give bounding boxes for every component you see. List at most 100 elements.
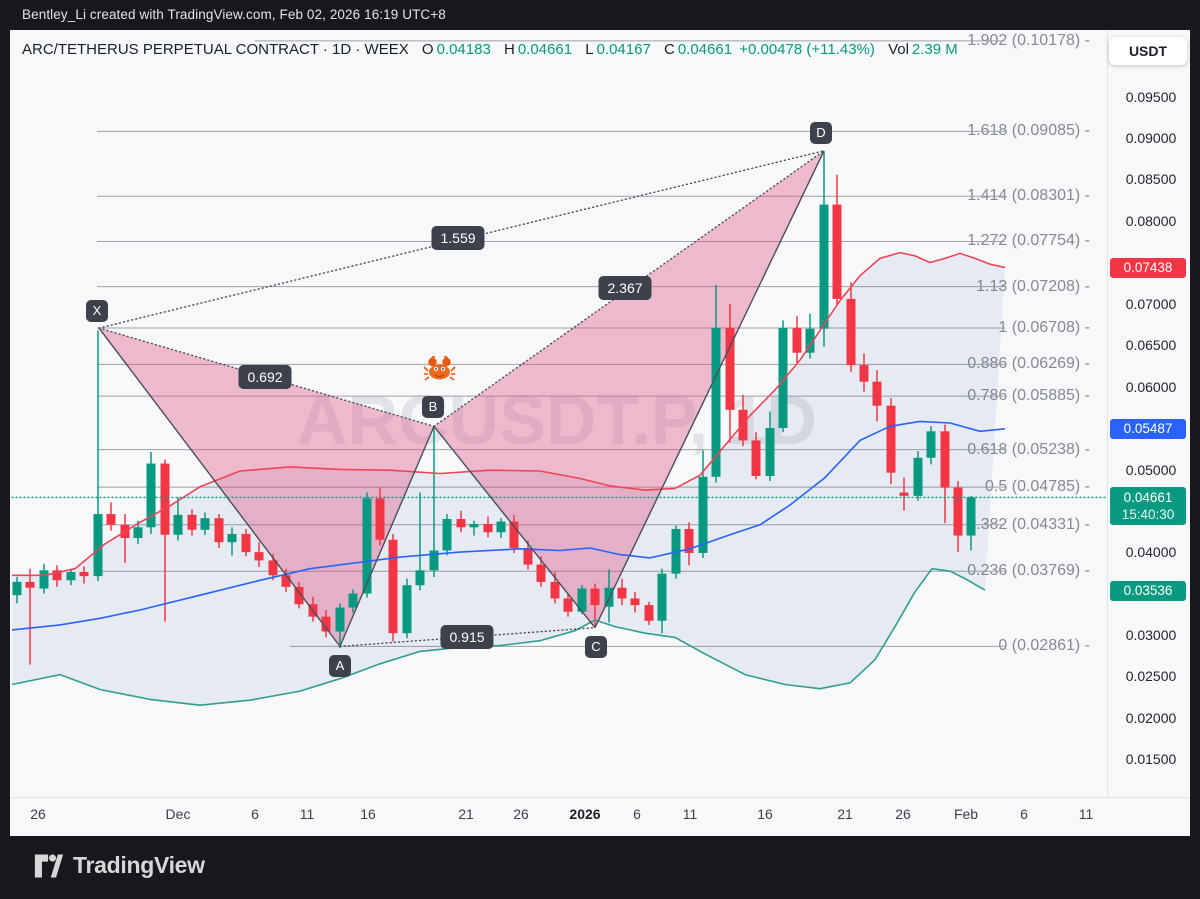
attribution-bar: Bentley_Li created with TradingView.com,… bbox=[0, 0, 1200, 30]
candle-down bbox=[321, 616, 331, 632]
candle-down bbox=[859, 365, 869, 382]
fib-level-label: 0 (0.02861) - bbox=[998, 637, 1090, 655]
candle-down bbox=[294, 586, 304, 605]
fib-level-label: 1 (0.06708) - bbox=[998, 319, 1090, 337]
candle-down bbox=[792, 327, 802, 353]
candle-down bbox=[886, 405, 896, 473]
candle-down bbox=[872, 381, 882, 406]
ohlc-close-value: 0.04661 bbox=[677, 41, 733, 58]
attribution-text: Bentley_Li created with TradingView.com,… bbox=[22, 7, 446, 22]
candle-down bbox=[751, 440, 761, 476]
candle-up bbox=[173, 514, 183, 535]
ohlc-close-label: C bbox=[663, 41, 675, 58]
candle-up bbox=[146, 463, 156, 528]
candle-down bbox=[160, 463, 170, 535]
candle-up bbox=[926, 431, 936, 458]
candle-down bbox=[846, 298, 856, 366]
chart-card: ARCUSDT.P, 1D 1.902 (0.10178) -1.618 (0.… bbox=[10, 30, 1190, 836]
candle-up bbox=[335, 607, 345, 632]
candle-down bbox=[832, 204, 842, 299]
pattern-edge-solid bbox=[594, 150, 825, 628]
pattern-edge-solid bbox=[98, 327, 341, 647]
candle-down bbox=[268, 560, 278, 576]
candle-up bbox=[12, 581, 22, 596]
candle-up bbox=[66, 571, 76, 581]
crab-emoji bbox=[423, 354, 456, 384]
symbol-title[interactable]: ARC/TETHERUS PERPETUAL CONTRACT · 1D · W… bbox=[22, 41, 409, 58]
tradingview-logo-icon bbox=[34, 854, 64, 877]
candle-up bbox=[711, 327, 721, 477]
fib-level-label: 1.272 (0.07754) - bbox=[967, 232, 1090, 250]
candle-up bbox=[429, 550, 439, 571]
currency-button[interactable]: USDT bbox=[1109, 37, 1187, 65]
candle-down bbox=[52, 570, 62, 581]
harmonic-pattern-fill bbox=[434, 150, 824, 628]
candle-down bbox=[106, 514, 116, 525]
fib-level-label: 1.414 (0.08301) - bbox=[967, 187, 1090, 205]
pattern-edge-dotted bbox=[98, 327, 435, 428]
fib-level-label: 0.382 (0.04331) - bbox=[967, 515, 1090, 533]
candle-up bbox=[133, 527, 143, 539]
harmonic-pattern-fill bbox=[99, 328, 434, 647]
ohlc-open-value: 0.04183 bbox=[436, 41, 491, 58]
candle-up bbox=[415, 570, 425, 586]
candle-down bbox=[617, 587, 627, 599]
candle-down bbox=[590, 588, 600, 606]
candle-down bbox=[953, 487, 963, 536]
change-value: +0.00478 (+11.43%) bbox=[739, 41, 875, 58]
candle-up bbox=[442, 519, 452, 551]
ma-blue-line bbox=[11, 420, 1006, 631]
volume-label: Vol bbox=[888, 41, 909, 58]
candle-down bbox=[684, 528, 694, 553]
fib-level-label: 0.236 (0.03769) - bbox=[967, 562, 1090, 580]
candle-down bbox=[214, 518, 224, 543]
fib-level-label: 0.886 (0.06269) - bbox=[967, 355, 1090, 373]
pattern-edge-solid bbox=[433, 425, 596, 629]
candle-up bbox=[200, 518, 210, 530]
candle-down bbox=[536, 564, 546, 582]
ma-red-line bbox=[12, 251, 1006, 577]
candle-up bbox=[805, 328, 815, 353]
candle-down bbox=[79, 571, 89, 577]
candle-up bbox=[348, 593, 358, 608]
volume-value: 2.39 M bbox=[911, 41, 958, 58]
candle-up bbox=[496, 521, 506, 533]
candle-down bbox=[509, 521, 519, 548]
symbol-header: ARC/TETHERUS PERPETUAL CONTRACT · 1D · W… bbox=[22, 41, 961, 58]
candle-down bbox=[25, 581, 35, 588]
candle-up bbox=[39, 570, 49, 589]
candle-up bbox=[778, 327, 788, 428]
candle-down bbox=[456, 519, 466, 528]
fib-level-label: 1.902 (0.10178) - bbox=[967, 31, 1090, 49]
fib-label-layer: 1.902 (0.10178) - 1.618 (0.09085) - 1.414 … bbox=[10, 30, 1190, 836]
ma-green-line bbox=[11, 567, 986, 707]
ohlc-low-label: L bbox=[585, 41, 594, 58]
ohlc-low-value: 0.04167 bbox=[596, 41, 651, 58]
fib-level-label: 0.786 (0.05885) - bbox=[967, 387, 1090, 405]
candle-up bbox=[657, 573, 667, 621]
ohlc-high-label: H bbox=[503, 41, 515, 58]
candle-down bbox=[899, 492, 909, 496]
candle-up bbox=[469, 523, 479, 528]
ohlc-high-value: 0.04661 bbox=[517, 41, 573, 58]
fib-level-label: 0.5 (0.04785) - bbox=[985, 478, 1090, 496]
candle-down bbox=[630, 598, 640, 606]
fib-level-label: 0.618 (0.05238) - bbox=[967, 440, 1090, 458]
footer-bar: TradingView bbox=[0, 836, 1200, 899]
candle-down bbox=[563, 598, 573, 612]
candle-up bbox=[765, 428, 775, 476]
candle-down bbox=[644, 605, 654, 621]
candle-up bbox=[913, 457, 923, 496]
tradingview-logo-text: TradingView bbox=[73, 852, 205, 878]
candle-up bbox=[362, 498, 372, 594]
candle-up bbox=[577, 588, 587, 612]
fib-level-label: 1.13 (0.07208) - bbox=[976, 277, 1090, 295]
candle-down bbox=[187, 514, 197, 530]
candle-up bbox=[819, 204, 829, 329]
ohlc-open-label: O bbox=[421, 41, 434, 58]
candle-down bbox=[388, 539, 398, 634]
tradingview-logo[interactable]: TradingView bbox=[34, 852, 205, 879]
candle-down bbox=[281, 575, 291, 587]
